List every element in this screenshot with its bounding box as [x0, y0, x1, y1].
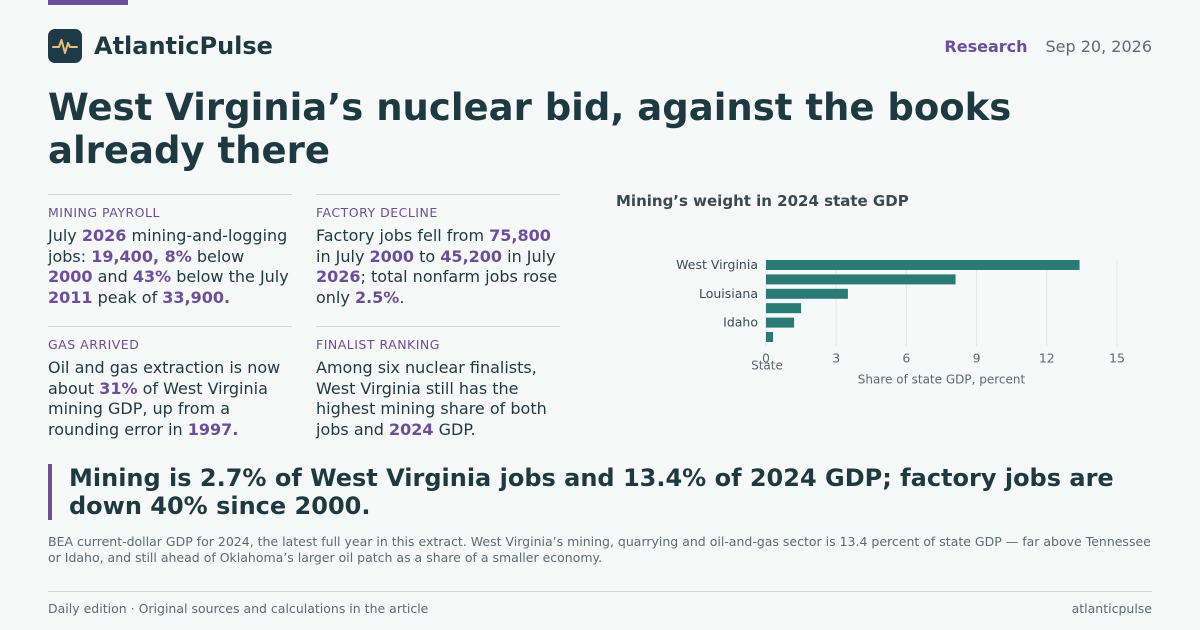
fact-text: Oil and gas extraction is now about 31% …	[48, 358, 292, 440]
fact-text-run: below	[191, 246, 245, 266]
bar	[766, 303, 802, 314]
highlight-figure: 45,200	[440, 246, 503, 266]
fact-text-run: to	[414, 246, 441, 266]
pulse-logo-icon	[48, 29, 82, 63]
fact-text-run: mining-and-logging jobs:	[48, 226, 288, 266]
fact-text-run: GDP.	[433, 419, 476, 439]
highlight-figure: 2026	[81, 226, 127, 245]
highlight-figure: 2000	[48, 267, 93, 286]
footer-handle[interactable]: atlanticpulse	[1071, 601, 1152, 616]
bar	[766, 332, 774, 342]
fact-label: GAS ARRIVED	[48, 337, 140, 352]
fact-gas-arrived: GAS ARRIVED Oil and gas extraction is no…	[48, 326, 292, 440]
highlight-figure: 31%	[99, 378, 138, 398]
fact-text-run: of West Virginia mining GDP, up from a r…	[48, 378, 268, 439]
bar	[766, 317, 795, 328]
y-tick-label: West Virginia	[676, 257, 758, 272]
highlight-figure: 33,900.	[162, 287, 231, 307]
fact-text-run: .	[399, 287, 405, 307]
highlight-figure: 2000	[369, 246, 415, 266]
publish-date: Sep 20, 2026	[1045, 36, 1153, 56]
fact-label: FACTORY DECLINE	[316, 205, 438, 220]
fact-text-run: Factory jobs fell from	[316, 226, 490, 245]
fact-mining-payroll: MINING PAYROLL July 2026 mining-and-logg…	[48, 194, 292, 308]
brand-name: AtlanticPulse	[94, 32, 273, 60]
footer-edition: Daily edition · Original sources and cal…	[48, 601, 429, 616]
fact-text-run: peak of	[92, 287, 163, 307]
x-tick-label: 15	[1109, 350, 1125, 365]
accent-bar	[48, 0, 128, 5]
fact-text-run: and	[92, 267, 133, 286]
fact-factory-decline: FACTORY DECLINE Factory jobs fell from 7…	[316, 194, 560, 308]
headline: West Virginia’s nuclear bid, against the…	[48, 86, 1012, 172]
y-axis-label: State	[751, 358, 783, 372]
x-tick-label: 6	[902, 350, 910, 365]
bar	[766, 288, 848, 299]
x-tick-label: 9	[973, 350, 981, 365]
bar	[766, 260, 1080, 270]
chart-canvas: 0 3 6 9 12 15 West Virginia Louisiana Idaho State…	[676, 257, 1125, 386]
x-tick-label: 3	[832, 350, 840, 365]
pull-quote: Mining is 2.7% of West Virginia jobs and…	[48, 464, 1128, 520]
y-tick-label: Louisiana	[699, 286, 758, 301]
highlight-figure: 2024	[389, 419, 434, 439]
fact-text-run: ; total nonfarm jobs rose only	[316, 267, 558, 307]
fact-text-run: in July	[316, 246, 370, 266]
section-link[interactable]: Research	[944, 36, 1028, 56]
highlight-figure: 43%	[132, 267, 172, 286]
highlight-figure: 75,800	[489, 226, 551, 245]
fact-grid: MINING PAYROLL July 2026 mining-and-logg…	[48, 194, 560, 440]
footer: Daily edition · Original sources and cal…	[48, 591, 1152, 616]
bar	[766, 274, 956, 285]
x-tick-label: 0	[762, 350, 770, 365]
fact-text: July 2026 mining-and-logging jobs: 19,40…	[48, 226, 292, 308]
article-meta: Research Sep 20, 2026	[944, 37, 1152, 56]
fact-text: Among six nuclear finalists, West Virgin…	[316, 358, 560, 440]
fact-text-run: below the July	[171, 267, 289, 286]
y-tick-label: Idaho	[723, 315, 758, 330]
highlight-figure: 2011	[48, 287, 93, 307]
highlight-figure: 19,400, 8%	[91, 246, 192, 266]
x-tick-label: 12	[1039, 350, 1055, 365]
masthead: AtlanticPulse Research Sep 20, 2026	[48, 28, 1152, 64]
highlight-figure: 2.5%	[354, 287, 400, 307]
chart-title: Mining’s weight in 2024 state GDP	[616, 192, 909, 210]
x-axis-label: Share of state GDP, percent	[858, 372, 1026, 386]
source-note: BEA current-dollar GDP for 2024, the lat…	[48, 534, 1151, 565]
fact-label: MINING PAYROLL	[48, 205, 160, 220]
highlight-figure: 1997.	[187, 419, 239, 439]
fact-finalist-ranking: FINALIST RANKING Among six nuclear final…	[316, 326, 560, 440]
fact-label: FINALIST RANKING	[316, 337, 440, 352]
brand[interactable]: AtlanticPulse	[48, 29, 273, 63]
fact-text-run: in July	[502, 246, 556, 266]
fact-text-run: Among six nuclear finalists, West Virgin…	[316, 358, 547, 439]
fact-text: Factory jobs fell from 75,800 in July 20…	[316, 226, 560, 308]
gdp-share-chart: 0 3 6 9 12 15 West Virginia Louisiana Idaho State…	[600, 188, 1160, 408]
highlight-figure: 2026	[316, 267, 361, 286]
fact-text-run: July	[48, 226, 82, 245]
fact-text-run: Oil and gas extraction is now about	[48, 358, 281, 398]
